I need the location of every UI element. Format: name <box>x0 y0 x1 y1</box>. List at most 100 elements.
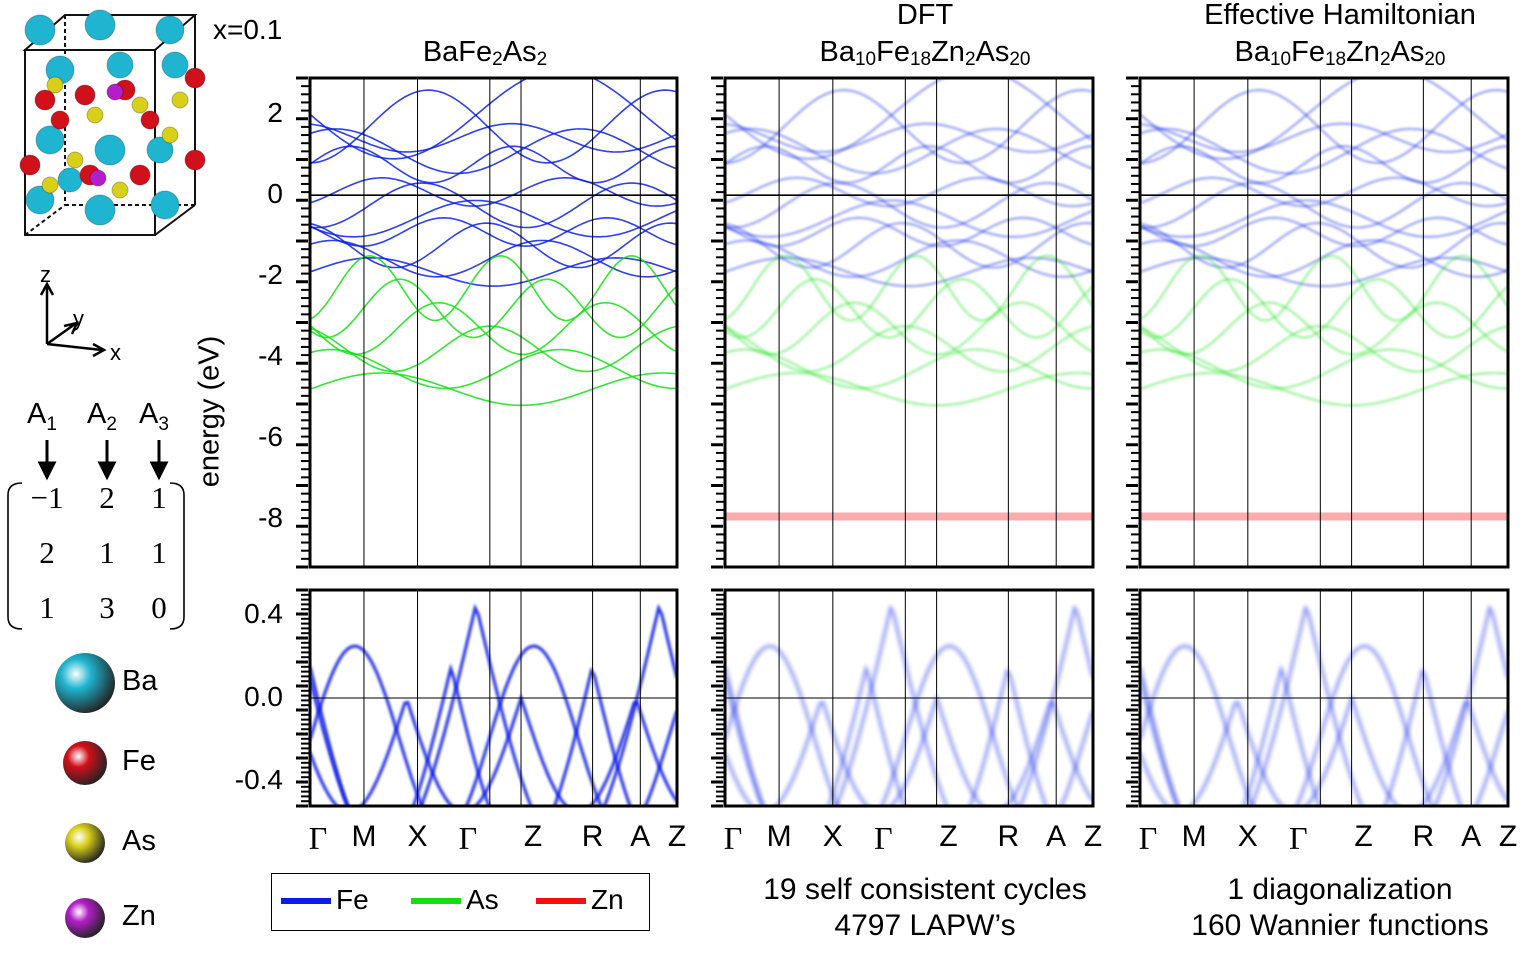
panel-title-formula: Ba10Fe18Zn2As20 <box>1140 35 1536 69</box>
y-tick-label-zoom: 0.0 <box>244 681 283 712</box>
atom-legend-fe-icon <box>63 741 107 785</box>
k-point-label: M <box>351 820 377 853</box>
atom-ba <box>84 194 116 226</box>
fe-band <box>725 222 1093 269</box>
plot-frame <box>723 76 1095 569</box>
k-point-label: R <box>1412 820 1435 853</box>
fe-band <box>310 89 677 164</box>
atom-ba <box>106 51 134 79</box>
fe-band-zoom <box>310 644 677 806</box>
as-band <box>1140 301 1508 356</box>
fe-band <box>1140 89 1508 164</box>
k-point-label: Z <box>667 820 687 853</box>
atom-legend-label: As <box>122 825 156 857</box>
fe-band <box>1140 128 1508 175</box>
fe-band <box>310 78 677 160</box>
atom-as <box>46 76 64 94</box>
atom-as <box>111 181 129 199</box>
formula-subscript: 2 <box>1379 49 1391 70</box>
formula-text: As <box>975 36 1010 68</box>
atom-fe <box>184 67 206 89</box>
y-tick-label: 2 <box>267 97 283 129</box>
atom-as <box>41 176 59 194</box>
fe-band <box>1140 78 1508 160</box>
atom-ba <box>35 125 65 155</box>
matrix-cell: 1 <box>99 535 115 570</box>
k-point-label: M <box>1181 820 1207 853</box>
fe-band <box>310 216 677 247</box>
fe-band <box>310 256 677 287</box>
as-band <box>725 372 1093 407</box>
formula-subscript: 10 <box>1269 49 1292 70</box>
panel-caption: 4797 LAPW’s <box>834 909 1016 942</box>
concentration-label: x=0.1 <box>213 14 283 45</box>
as-band <box>725 301 1093 356</box>
header-sub: 1 <box>46 413 57 435</box>
formula-subscript: 20 <box>1424 49 1446 70</box>
k-point-label: Γ <box>1138 820 1158 856</box>
atom-as <box>131 96 149 114</box>
header-base: A <box>139 398 159 430</box>
matrix-cell: 3 <box>99 590 115 625</box>
as-band <box>310 325 677 373</box>
atom-ba <box>150 190 180 220</box>
as-band <box>725 254 1093 322</box>
panel-caption: 19 self consistent cycles <box>763 873 1087 906</box>
legend-label: Fe <box>336 884 369 915</box>
k-point-label: X <box>407 820 428 853</box>
matrix-header-3: A3 <box>139 398 169 436</box>
k-point-label: R <box>581 820 604 853</box>
plot-frame <box>308 76 679 569</box>
k-point-label: X <box>1237 820 1258 853</box>
y-tick-label-zoom: -0.4 <box>234 764 283 796</box>
atom-ba <box>25 185 55 215</box>
legend-swatch-as <box>411 898 461 904</box>
as-band <box>1140 325 1508 373</box>
k-point-label: A <box>1461 820 1482 853</box>
k-point-label: Z <box>1083 820 1103 853</box>
fe-band <box>725 182 1093 229</box>
k-point-label: Z <box>1498 820 1518 853</box>
fe-band-zoom <box>310 603 677 806</box>
matrix-arrows <box>7 440 185 630</box>
k-point-label: X <box>822 820 843 853</box>
k-point-label: Γ <box>458 820 478 856</box>
formula-text: Zn <box>931 36 965 68</box>
as-band <box>1140 278 1508 339</box>
y-tick-label: 0 <box>267 178 283 210</box>
as-band <box>310 278 677 339</box>
atom-ba <box>161 51 189 79</box>
atom-legend-label: Ba <box>122 665 158 697</box>
formula-subscript: 2 <box>492 49 503 70</box>
matrix-cell: 2 <box>99 480 115 515</box>
legend-label: As <box>466 884 499 915</box>
fe-band-zoom <box>1140 644 1508 806</box>
formula-text: Zn <box>1346 36 1380 68</box>
plot-frame <box>723 588 1095 808</box>
k-point-label: Γ <box>1289 820 1308 856</box>
header-sub: 2 <box>106 413 117 435</box>
as-band <box>1140 372 1508 407</box>
formula-text: BaFe <box>422 36 493 68</box>
matrix-cell: 0 <box>151 590 167 625</box>
plot-frame <box>308 588 679 808</box>
fe-band <box>1140 222 1508 269</box>
formula-text: Ba <box>1234 36 1270 68</box>
k-point-label: Z <box>939 820 958 853</box>
matrix-cell: −1 <box>30 480 64 515</box>
formula-text: Ba <box>819 36 855 68</box>
matrix-header-1: A1 <box>27 398 57 436</box>
matrix-cell: 2 <box>39 535 55 570</box>
as-band <box>725 325 1093 373</box>
fe-band <box>310 128 677 175</box>
y-tick-label: -2 <box>258 259 283 291</box>
fe-band <box>310 145 677 184</box>
matrix-header-2: A2 <box>87 398 117 436</box>
axes-triad <box>39 281 107 358</box>
panel-3 <box>1126 76 1510 808</box>
plot-frame <box>1138 588 1510 808</box>
panel-title-formula: BaFe2As2 <box>285 35 685 69</box>
formula-subscript: 18 <box>1324 49 1347 70</box>
